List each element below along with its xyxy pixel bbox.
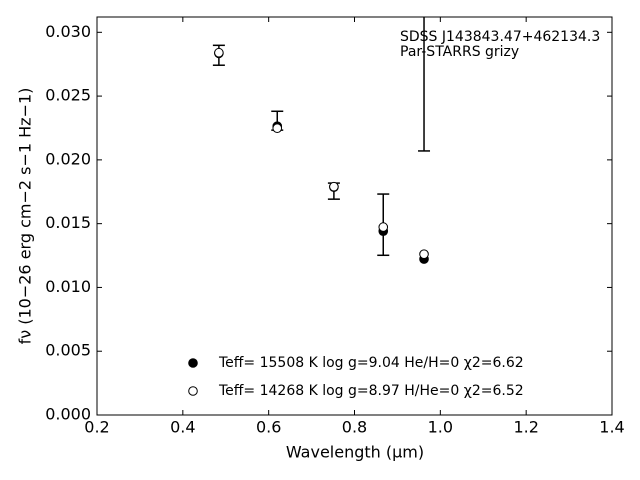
annotation: Par-STARRS grizy — [400, 44, 519, 60]
x-axis-label: Wavelength (μm) — [286, 443, 424, 462]
y-tick-label: 0.005 — [45, 341, 91, 360]
plot-area — [212, 17, 431, 264]
legend-label: Teff= 14268 K log g=8.97 H/He=0 χ2=6.52 — [218, 383, 524, 399]
legend-label: Teff= 15508 K log g=9.04 He/H=0 χ2=6.62 — [218, 355, 524, 371]
x-tick-label: 1.0 — [428, 418, 453, 437]
y-tick-label: 0.000 — [45, 405, 91, 424]
x-tick-label: 0.6 — [256, 418, 281, 437]
x-tick-label: 0.4 — [170, 418, 195, 437]
model-point — [329, 181, 339, 192]
y-tick-label: 0.030 — [45, 22, 91, 41]
model-point — [378, 222, 389, 232]
y-axis-label: fν (10−26 erg cm−2 s−1 Hz−1) — [16, 88, 35, 345]
y-tick-label: 0.025 — [45, 86, 91, 105]
x-tick-label: 1.4 — [599, 418, 624, 437]
x-tick-label: 1.2 — [513, 418, 538, 437]
model-point — [272, 123, 283, 134]
legend-marker — [188, 358, 198, 368]
x-tick-label: 0.2 — [84, 418, 109, 437]
x-tick-label: 0.8 — [342, 418, 367, 437]
y-tick-label: 0.010 — [45, 277, 91, 296]
y-tick-label: 0.020 — [45, 149, 91, 168]
y-tick-label: 0.015 — [45, 213, 91, 232]
model-point — [214, 47, 224, 58]
annotation: SDSS J143843.47+462134.3 — [400, 29, 600, 45]
model-point — [419, 249, 429, 259]
legend-marker — [188, 386, 198, 396]
